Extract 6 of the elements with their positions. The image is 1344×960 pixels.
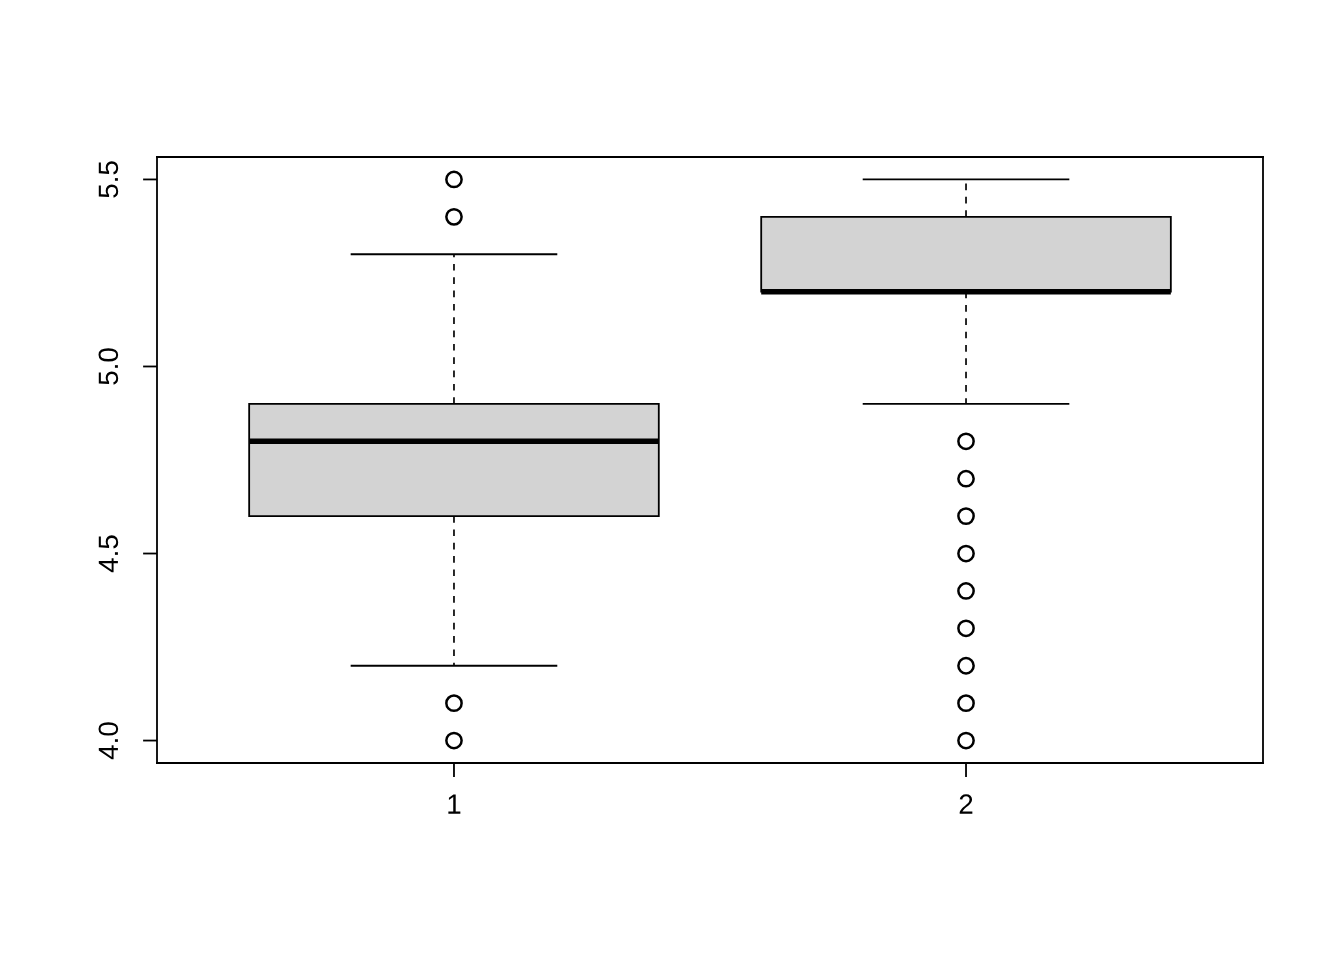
y-tick-label: 4.5	[98, 535, 119, 573]
x-tick-label: 2	[959, 794, 973, 814]
y-tick-label: 5.0	[98, 348, 119, 385]
y-tick-label: 4.0	[98, 722, 119, 760]
x-tick-label: 1	[448, 794, 461, 814]
y-tick-label: 5.5	[98, 161, 119, 198]
